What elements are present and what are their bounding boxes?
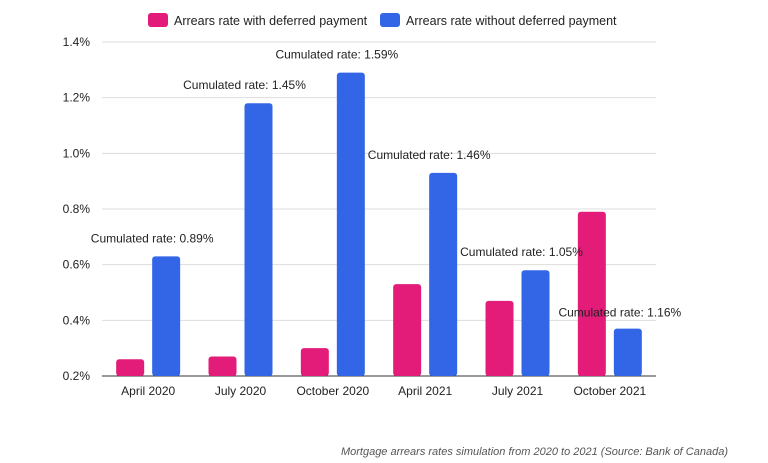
bar-with-deferred xyxy=(208,356,237,376)
legend: Arrears rate with deferred payment Arrear… xyxy=(148,13,617,28)
chart-caption: Mortgage arrears rates simulation from 2… xyxy=(340,446,728,458)
bar-with-deferred xyxy=(116,359,145,376)
bar-with-deferred xyxy=(485,300,514,376)
bars xyxy=(116,72,642,376)
x-axis-ticks: April 2020 July 2020 October 2020 April 202… xyxy=(121,384,646,398)
bar-with-deferred xyxy=(393,284,422,376)
x-tick-label: July 2021 xyxy=(492,384,544,398)
legend-label: Arrears rate without deferred payment xyxy=(406,14,617,28)
bar-without-deferred xyxy=(244,103,273,376)
cumulated-rate-annotation: Cumulated rate: 1.05% xyxy=(460,245,583,259)
legend-label: Arrears rate with deferred payment xyxy=(174,14,368,28)
y-axis-ticks: 0.2% 0.4% 0.6% 0.8% 1.0% 1.2% 1.4% xyxy=(63,35,91,383)
x-tick-label: October 2020 xyxy=(296,384,369,398)
bar-without-deferred xyxy=(152,256,181,376)
y-tick-label: 1.2% xyxy=(63,91,91,105)
legend-swatch xyxy=(148,13,168,27)
cumulated-rate-annotation: Cumulated rate: 1.59% xyxy=(275,48,398,62)
y-tick-label: 0.6% xyxy=(63,258,91,272)
bar-without-deferred xyxy=(429,172,458,376)
cumulated-rate-annotation: Cumulated rate: 0.89% xyxy=(91,231,214,245)
x-tick-label: July 2020 xyxy=(215,384,267,398)
y-tick-label: 1.0% xyxy=(63,146,91,160)
legend-swatch xyxy=(380,13,400,27)
y-tick-label: 1.4% xyxy=(63,35,91,49)
cumulated-rate-annotation: Cumulated rate: 1.45% xyxy=(183,78,306,92)
x-tick-label: April 2021 xyxy=(398,384,452,398)
bar-without-deferred xyxy=(336,72,365,376)
gridlines xyxy=(102,41,656,377)
cumulated-rate-annotation: Cumulated rate: 1.46% xyxy=(368,148,491,162)
bar-without-deferred xyxy=(613,328,642,376)
bar-with-deferred xyxy=(300,348,329,376)
annotations: Cumulated rate: 0.89% Cumulated rate: 1.4… xyxy=(91,48,682,320)
bar-with-deferred xyxy=(577,211,606,376)
y-tick-label: 0.2% xyxy=(63,369,91,383)
y-tick-label: 0.4% xyxy=(63,313,91,327)
bar-without-deferred xyxy=(521,270,550,376)
x-tick-label: October 2021 xyxy=(573,384,646,398)
cumulated-rate-annotation: Cumulated rate: 1.16% xyxy=(558,305,681,319)
x-tick-label: April 2020 xyxy=(121,384,175,398)
y-tick-label: 0.8% xyxy=(63,202,91,216)
